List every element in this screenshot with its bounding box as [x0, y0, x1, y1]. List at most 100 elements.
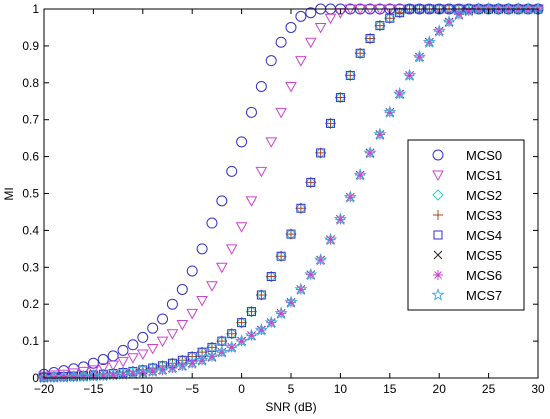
legend-marker [432, 189, 444, 201]
data-point [315, 254, 326, 265]
data-point [97, 354, 109, 366]
data-point [227, 329, 237, 339]
data-point [185, 356, 199, 369]
data-point [363, 145, 377, 159]
legend-marker [433, 230, 443, 240]
x-tick-label: 30 [531, 382, 545, 396]
data-point [118, 369, 129, 380]
data-point [286, 297, 296, 308]
x-tick-label: 10 [334, 382, 348, 396]
data-point [246, 330, 257, 341]
legend-label: MCS2 [466, 188, 502, 203]
data-point [453, 9, 464, 20]
data-point [137, 367, 148, 378]
data-point [402, 68, 417, 82]
data-point [353, 168, 367, 181]
y-tick-label: 0.2 [22, 297, 39, 311]
data-point [384, 13, 395, 24]
data-point [246, 307, 256, 317]
data-point [325, 234, 336, 245]
data-point [285, 81, 297, 93]
legend-box [407, 139, 525, 311]
legend-item: MCS5 [433, 248, 502, 263]
data-point [127, 368, 138, 379]
data-point [216, 195, 228, 207]
data-point [304, 267, 318, 281]
data-point [254, 323, 268, 336]
data-point [295, 284, 306, 295]
data-point [266, 317, 277, 328]
data-point [255, 166, 268, 178]
legend-label: MCS3 [466, 208, 502, 223]
y-tick-label: 0.3 [22, 260, 39, 274]
data-point [206, 281, 218, 292]
data-point [345, 70, 355, 80]
data-point [355, 48, 366, 59]
data-point [394, 88, 405, 99]
data-point [87, 365, 100, 376]
data-point [175, 358, 189, 372]
x-tick-label: 25 [482, 382, 496, 396]
y-axis-label: MI [2, 187, 16, 200]
legend-label: MCS6 [466, 268, 502, 283]
data-point [434, 26, 445, 37]
data-point [275, 107, 287, 119]
data-point [166, 329, 179, 340]
data-point [422, 35, 436, 48]
data-point [186, 308, 199, 320]
data-point [374, 129, 385, 140]
y-tick-label: 0.6 [22, 150, 39, 164]
data-point [276, 251, 287, 262]
series-mcs7 [37, 2, 545, 384]
y-tick-label: 0 [32, 371, 39, 385]
data-point [166, 298, 178, 310]
data-point [296, 203, 306, 213]
data-point [215, 345, 229, 358]
data-point [155, 362, 170, 376]
data-point [245, 106, 257, 118]
data-point [375, 21, 385, 31]
data-point [236, 317, 247, 328]
data-point [176, 283, 188, 295]
data-point [216, 347, 227, 358]
data-point [236, 136, 248, 148]
x-axis-ticks: −20 −15 −10 −5 0 5 10 15 20 25 30 [34, 9, 545, 396]
data-point [355, 170, 366, 181]
data-point [276, 308, 287, 319]
data-point [146, 364, 160, 377]
data-point [452, 7, 466, 21]
data-point [442, 14, 456, 28]
data-point [196, 296, 208, 307]
data-point [195, 353, 209, 366]
x-tick-label: −20 [34, 382, 55, 396]
data-point [147, 322, 159, 334]
data-point [48, 372, 59, 383]
data-point [235, 222, 248, 233]
data-point [68, 371, 79, 382]
data-point [157, 313, 169, 325]
data-point [265, 137, 278, 148]
data-point [345, 192, 356, 203]
legend-label: MCS7 [466, 288, 502, 303]
data-point [167, 363, 178, 374]
x-tick-label: 0 [238, 382, 245, 396]
data-point [116, 367, 130, 380]
data-point [286, 229, 296, 240]
data-point [217, 336, 227, 346]
legend: MCS0 MCS1 MCS2 MCS3 MCS4 MCS5 MCS6 MCS7 [407, 139, 525, 311]
data-point [365, 33, 376, 44]
x-tick-label: −5 [185, 382, 199, 396]
data-point [206, 351, 217, 362]
y-tick-label: 0.7 [22, 113, 39, 127]
data-point [295, 56, 307, 67]
data-point [276, 251, 286, 261]
data-point [256, 290, 266, 300]
legend-marker [431, 288, 445, 301]
data-point [216, 336, 227, 347]
data-point [295, 10, 307, 22]
data-point [305, 177, 316, 188]
data-point [97, 363, 110, 374]
data-point [255, 80, 267, 92]
data-point [444, 16, 455, 27]
